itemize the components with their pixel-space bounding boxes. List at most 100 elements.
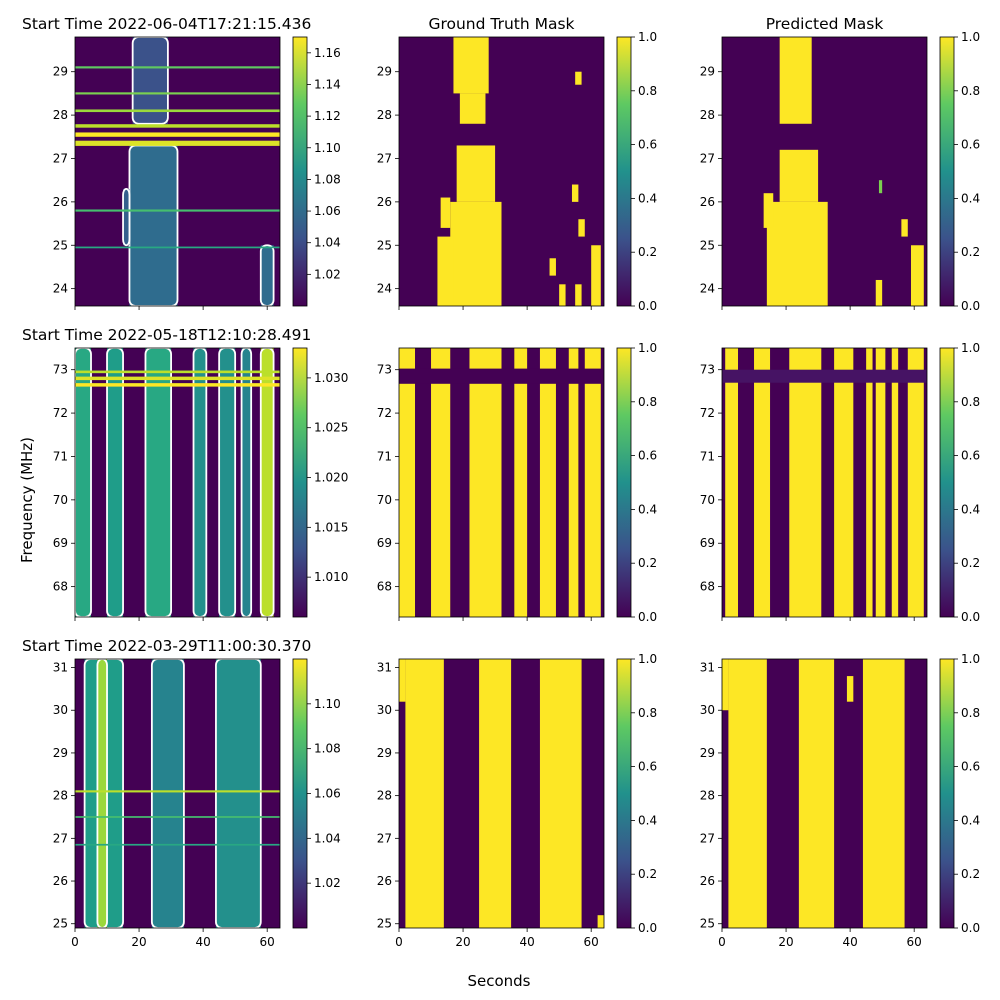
colorbar-tick-label: 1.0 [638,30,657,44]
heatmap-band [571,184,579,202]
colorbar-tick-label: 1.025 [314,421,348,435]
rfi-line [75,383,280,387]
y-tick-label: 28 [53,789,68,803]
y-tick-label: 28 [377,108,392,122]
plot-frame [398,347,605,618]
heatmap-band [910,245,924,306]
figure-xlabel: Seconds [467,972,530,990]
heatmap-band [97,659,108,928]
heatmap-band [763,193,774,228]
colorbar [939,36,955,307]
y-tick-label: 26 [377,874,392,888]
heatmap-band [405,659,444,928]
heatmap-band [129,145,178,306]
panel-r0-c2: 24 25 26 27 28 29 Predicted Mask 0.0 0.2 0.4 0.6 0.… [700,15,980,313]
heatmap-band [875,348,886,617]
y-tick-label: 30 [377,703,392,717]
rfi-line [75,209,280,212]
y-tick-label: 68 [53,580,68,594]
y-tick-label: 28 [53,108,68,122]
y-tick-label: 29 [377,65,392,79]
plot-frame [721,658,928,929]
colorbar-tick-label: 1.14 [314,77,341,91]
y-tick-label: 72 [53,406,68,420]
plot-frame [721,36,928,307]
y-tick-label: 29 [700,65,715,79]
colorbar-tick-label: 1.0 [961,30,980,44]
y-tick-label: 25 [700,238,715,252]
x-tick-label: 20 [455,935,470,949]
y-tick-label: 28 [377,789,392,803]
colorbar-tick-label: 0.0 [638,299,657,313]
y-tick-label: 28 [700,108,715,122]
colorbar-tick-label: 1.030 [314,371,348,385]
colorbar-tick-label: 1.04 [314,831,341,845]
colorbar [616,347,632,618]
rfi-line [75,376,280,381]
y-tick-label: 25 [377,917,392,931]
heatmap-band [575,284,582,306]
y-tick-label: 73 [377,363,392,377]
heatmap-band [846,676,854,702]
y-tick-label: 24 [53,282,68,296]
panel-r0-c0: 24 25 26 27 28 29 Start Time 2022-06-04T17:21:… [22,15,341,310]
x-tick-label: 60 [907,935,922,949]
y-tick-label: 68 [700,580,715,594]
x-tick-label: 0 [71,935,79,949]
contour-line [259,244,275,306]
contour-line [240,348,253,617]
y-tick-label: 25 [700,917,715,931]
y-tick-label: 71 [700,449,715,463]
y-tick-label: 26 [700,195,715,209]
heatmap-band [578,219,585,237]
colorbar-tick-label: 0.4 [638,813,657,827]
heatmap-band [866,348,873,617]
heatmap-area [722,348,927,617]
heatmap-area [75,659,280,928]
contour-line [144,348,172,617]
heatmap-band [260,245,274,306]
colorbar-tick-label: 0.6 [961,138,980,152]
y-tick-label: 27 [377,151,392,165]
heatmap-band [539,348,556,617]
panel-r2-c1: 0 20 40 60 25 26 27 28 29 30 31 0.0 0.2 0.4 0.6 0.8 1.0 [377,652,657,949]
heatmap-band [123,188,130,246]
y-tick-label: 29 [53,65,68,79]
y-tick-label: 69 [53,536,68,550]
heatmap-band [241,348,252,617]
heatmap-area [722,659,927,928]
colorbar [939,347,955,618]
heatmap-band [779,149,819,202]
y-tick-label: 31 [377,661,392,675]
contour-line [215,659,262,928]
rfi-line [75,66,280,69]
rfi-line [75,790,280,793]
colorbar-tick-label: 1.02 [314,876,341,890]
x-tick-label: 40 [195,935,210,949]
colorbar-tick-label: 1.08 [314,172,341,186]
heatmap-band [450,201,502,306]
panel-r1-c1: 68 69 70 71 72 73 0.0 0.2 0.4 0.6 0.8 1.0 [377,341,657,624]
heatmap-band [151,659,184,928]
heatmap-area [399,659,604,928]
y-tick-label: 31 [700,661,715,675]
colorbar-tick-label: 0.6 [961,449,980,463]
x-tick-label: 40 [519,935,534,949]
heatmap-area [75,348,280,617]
contour-line [96,659,108,928]
colorbar-tick-label: 1.020 [314,471,348,485]
y-tick-label: 71 [53,449,68,463]
colorbar-tick-label: 0.2 [638,245,657,259]
colorbar-tick-label: 0.2 [961,245,980,259]
colorbar-tick-label: 0.4 [961,191,980,205]
rfi-line [722,369,927,383]
heatmap-band [215,659,261,928]
heatmap-band [431,348,451,617]
colorbar-tick-label: 1.16 [314,46,341,60]
y-tick-label: 24 [700,282,715,296]
y-tick-label: 73 [700,363,715,377]
colorbar-tick-label: 0.0 [638,610,657,624]
heatmap-band [469,348,502,617]
x-tick-label: 60 [260,935,275,949]
